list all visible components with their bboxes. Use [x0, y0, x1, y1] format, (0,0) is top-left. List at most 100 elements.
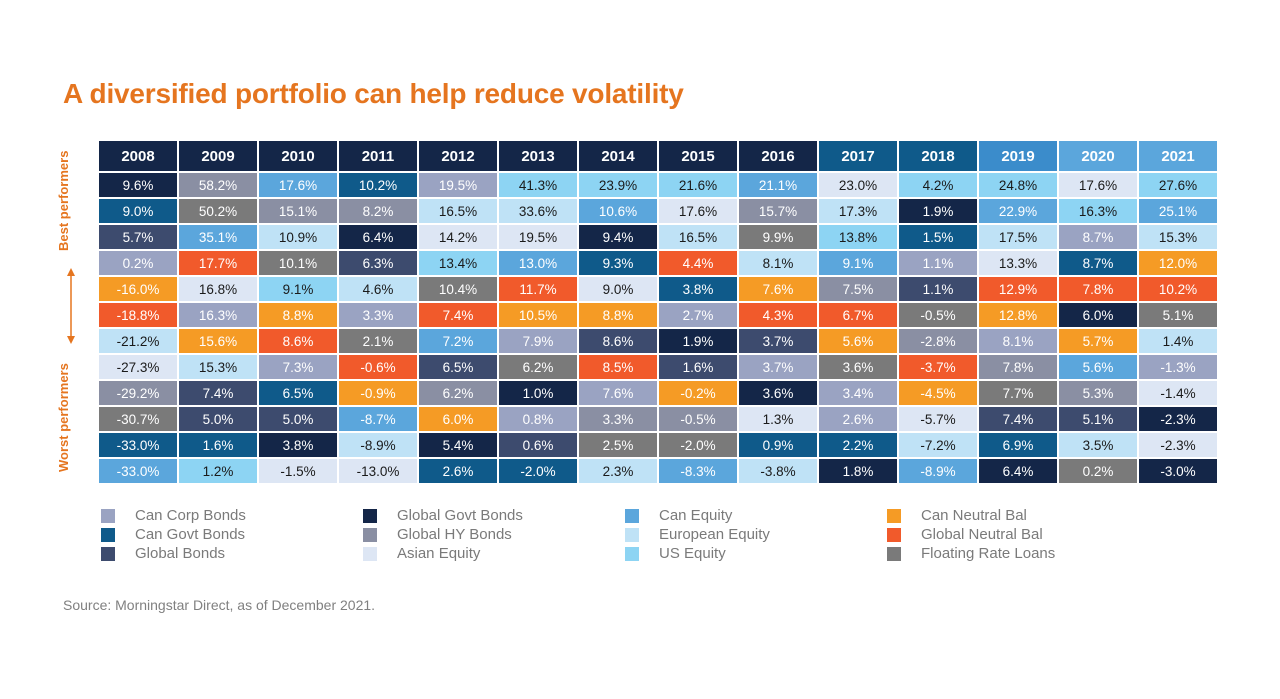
- return-cell: 50.2%: [179, 199, 257, 223]
- legend-item: Can Equity: [625, 506, 732, 525]
- return-cell: 1.3%: [739, 407, 817, 431]
- legend-swatch: [625, 546, 639, 561]
- legend-swatch: [887, 546, 901, 561]
- year-header: 2019: [979, 141, 1057, 171]
- return-cell: 15.1%: [259, 199, 337, 223]
- year-header: 2010: [259, 141, 337, 171]
- return-cell: 8.6%: [259, 329, 337, 353]
- return-cell: -1.5%: [259, 459, 337, 483]
- return-cell: 2.5%: [579, 433, 657, 457]
- legend-label: Asian Equity: [397, 545, 481, 562]
- return-cell: 1.1%: [899, 277, 977, 301]
- return-cell: 15.3%: [179, 355, 257, 379]
- return-cell: 17.7%: [179, 251, 257, 275]
- page-title: A diversified portfolio can help reduce …: [63, 78, 684, 109]
- return-cell: 3.8%: [259, 433, 337, 457]
- year-header: 2009: [179, 141, 257, 171]
- return-cell: 9.0%: [579, 277, 657, 301]
- year-header: 2008: [99, 141, 177, 171]
- return-cell: 24.8%: [979, 173, 1057, 197]
- legend-label: Can Govt Bonds: [135, 526, 246, 543]
- return-cell: 13.8%: [819, 225, 897, 249]
- legend-label: Global Govt Bonds: [397, 507, 523, 524]
- return-cell: 41.3%: [499, 173, 577, 197]
- legend-swatch: [101, 508, 115, 523]
- return-cell: 6.5%: [259, 381, 337, 405]
- return-cell: -1.4%: [1139, 381, 1217, 405]
- return-cell: -4.5%: [899, 381, 977, 405]
- return-cell: 25.1%: [1139, 199, 1217, 223]
- return-cell: 1.0%: [499, 381, 577, 405]
- return-cell: 0.2%: [99, 251, 177, 275]
- return-cell: 12.0%: [1139, 251, 1217, 275]
- legend-item: Floating Rate Loans: [887, 544, 1055, 563]
- legend-label: Can Neutral Bal: [921, 507, 1027, 524]
- return-cell: 5.0%: [259, 407, 337, 431]
- return-cell: 12.8%: [979, 303, 1057, 327]
- legend-swatch: [363, 508, 377, 523]
- return-cell: 8.5%: [579, 355, 657, 379]
- return-cell: 8.8%: [259, 303, 337, 327]
- return-cell: 7.8%: [979, 355, 1057, 379]
- side-labels: Best performers Worst performers: [56, 140, 86, 486]
- return-cell: 1.5%: [899, 225, 977, 249]
- return-cell: 9.4%: [579, 225, 657, 249]
- legend-item: Can Neutral Bal: [887, 506, 1027, 525]
- return-cell: -13.0%: [339, 459, 417, 483]
- return-cell: -33.0%: [99, 459, 177, 483]
- return-cell: 23.9%: [579, 173, 657, 197]
- year-header: 2015: [659, 141, 737, 171]
- return-cell: 7.3%: [259, 355, 337, 379]
- return-cell: -3.7%: [899, 355, 977, 379]
- return-cell: 2.2%: [819, 433, 897, 457]
- return-cell: 5.7%: [1059, 329, 1137, 353]
- legend-swatch: [887, 527, 901, 542]
- legend-swatch: [101, 527, 115, 542]
- return-cell: 6.7%: [819, 303, 897, 327]
- year-header: 2011: [339, 141, 417, 171]
- return-cell: 7.4%: [419, 303, 497, 327]
- return-cell: 15.7%: [739, 199, 817, 223]
- return-cell: 0.8%: [499, 407, 577, 431]
- return-cell: -21.2%: [99, 329, 177, 353]
- legend-label: US Equity: [659, 545, 726, 562]
- return-cell: 7.4%: [979, 407, 1057, 431]
- return-cell: 7.8%: [1059, 277, 1137, 301]
- year-header: 2016: [739, 141, 817, 171]
- return-cell: 5.0%: [179, 407, 257, 431]
- return-cell: 13.3%: [979, 251, 1057, 275]
- return-cell: -2.0%: [499, 459, 577, 483]
- return-cell: 1.8%: [819, 459, 897, 483]
- return-cell: -8.7%: [339, 407, 417, 431]
- return-cell: 7.9%: [499, 329, 577, 353]
- return-cell: 3.3%: [339, 303, 417, 327]
- return-cell: 0.9%: [739, 433, 817, 457]
- return-cell: 1.9%: [899, 199, 977, 223]
- return-cell: 8.1%: [739, 251, 817, 275]
- return-cell: 17.6%: [659, 199, 737, 223]
- return-cell: 8.6%: [579, 329, 657, 353]
- return-cell: 5.7%: [99, 225, 177, 249]
- year-header: 2018: [899, 141, 977, 171]
- legend-item: Global HY Bonds: [363, 525, 512, 544]
- return-cell: 4.6%: [339, 277, 417, 301]
- return-cell: 10.6%: [579, 199, 657, 223]
- return-cell: 7.4%: [179, 381, 257, 405]
- return-cell: 23.0%: [819, 173, 897, 197]
- return-cell: 15.6%: [179, 329, 257, 353]
- return-cell: 15.3%: [1139, 225, 1217, 249]
- return-cell: -0.6%: [339, 355, 417, 379]
- return-cell: 9.1%: [819, 251, 897, 275]
- return-cell: 16.3%: [1059, 199, 1137, 223]
- year-header: 2013: [499, 141, 577, 171]
- legend-item: US Equity: [625, 544, 726, 563]
- return-cell: 21.1%: [739, 173, 817, 197]
- year-header: 2021: [1139, 141, 1217, 171]
- return-cell: 7.2%: [419, 329, 497, 353]
- return-cell: -2.8%: [899, 329, 977, 353]
- return-cell: 4.2%: [899, 173, 977, 197]
- return-cell: 4.3%: [739, 303, 817, 327]
- return-cell: 8.7%: [1059, 225, 1137, 249]
- return-cell: 10.1%: [259, 251, 337, 275]
- return-cell: 17.6%: [259, 173, 337, 197]
